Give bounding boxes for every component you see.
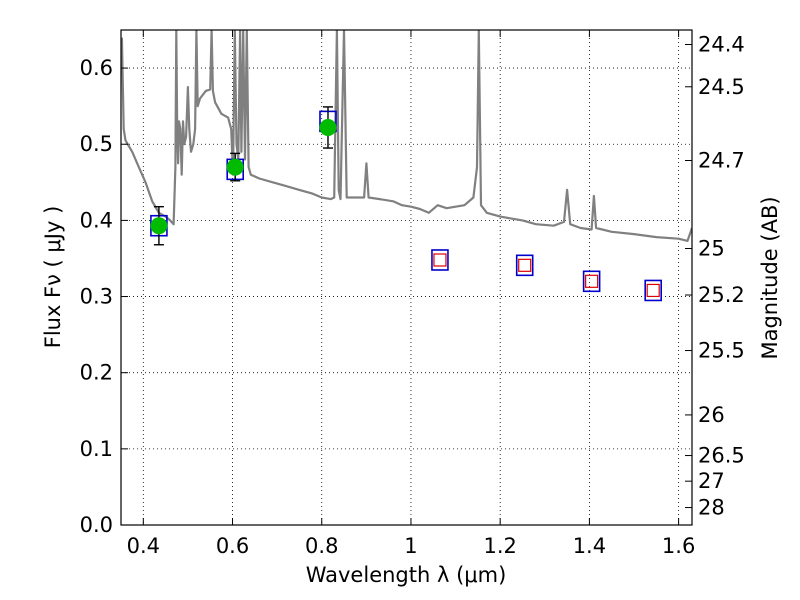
mag-tick-label-8: 27 xyxy=(698,469,725,493)
model-flux-upper-0 xyxy=(433,253,447,267)
mag-tick-label-3: 25 xyxy=(698,237,725,261)
y-tick-label-2: 0.2 xyxy=(80,361,113,385)
x-tick-label-2: 0.8 xyxy=(305,534,338,558)
grid-lines xyxy=(121,30,692,525)
model-flux-box-5 xyxy=(582,270,601,293)
model-flux-box-3 xyxy=(431,249,449,271)
mag-tick-label-4: 25.2 xyxy=(698,283,745,307)
mag-tick-label-6: 26 xyxy=(698,403,725,427)
model-flux-upper-3 xyxy=(646,283,660,298)
observed-point-0 xyxy=(150,217,168,235)
model-sed-line xyxy=(121,30,692,242)
mag-tick-label-5: 25.5 xyxy=(698,339,745,363)
model-flux-box-4 xyxy=(515,254,534,277)
magnitude-axis-label: Magnitude (AB) xyxy=(758,196,782,359)
x-tick-label-1: 0.6 xyxy=(216,534,249,558)
y-tick-label-3: 0.3 xyxy=(80,285,113,309)
mag-tick-label-0: 24.4 xyxy=(698,33,745,57)
model-flux-box-6 xyxy=(644,279,662,302)
mag-tick-label-1: 24.5 xyxy=(698,75,745,99)
y-tick-label-6: 0.6 xyxy=(80,56,113,80)
plot-background xyxy=(121,30,692,525)
plot-area xyxy=(121,30,692,302)
y-tick-label-4: 0.4 xyxy=(80,208,113,232)
y-tick-label-0: 0.0 xyxy=(80,513,113,537)
x-axis-label: Wavelength λ (μm) xyxy=(306,563,507,587)
mag-tick-label-7: 26.5 xyxy=(698,444,745,468)
axis-ticks: 0.4 0.6 0.8 1 1.2 1.4 1.6 0.0 0.1 0.2 0.3 0.4 0.5 0.6… xyxy=(80,30,745,558)
mag-tick-label-9: 28 xyxy=(698,496,725,520)
y-tick-label-5: 0.5 xyxy=(80,132,113,156)
x-tick-label-4: 1.2 xyxy=(483,534,516,558)
x-tick-label-0: 0.4 xyxy=(127,534,160,558)
observed-point-1 xyxy=(226,158,244,176)
x-tick-label-3: 1 xyxy=(404,534,417,558)
y-axis-label: Flux Fν ( μJy ) xyxy=(41,206,65,349)
plot-frame xyxy=(120,29,693,526)
model-flux-upper-1 xyxy=(518,258,532,272)
mag-tick-label-2: 24.7 xyxy=(698,149,745,173)
x-tick-label-5: 1.4 xyxy=(573,534,606,558)
observed-point-2 xyxy=(319,118,337,136)
y-tick-label-1: 0.1 xyxy=(80,437,113,461)
x-tick-label-6: 1.6 xyxy=(662,534,695,558)
model-flux-upper-2 xyxy=(585,274,599,288)
